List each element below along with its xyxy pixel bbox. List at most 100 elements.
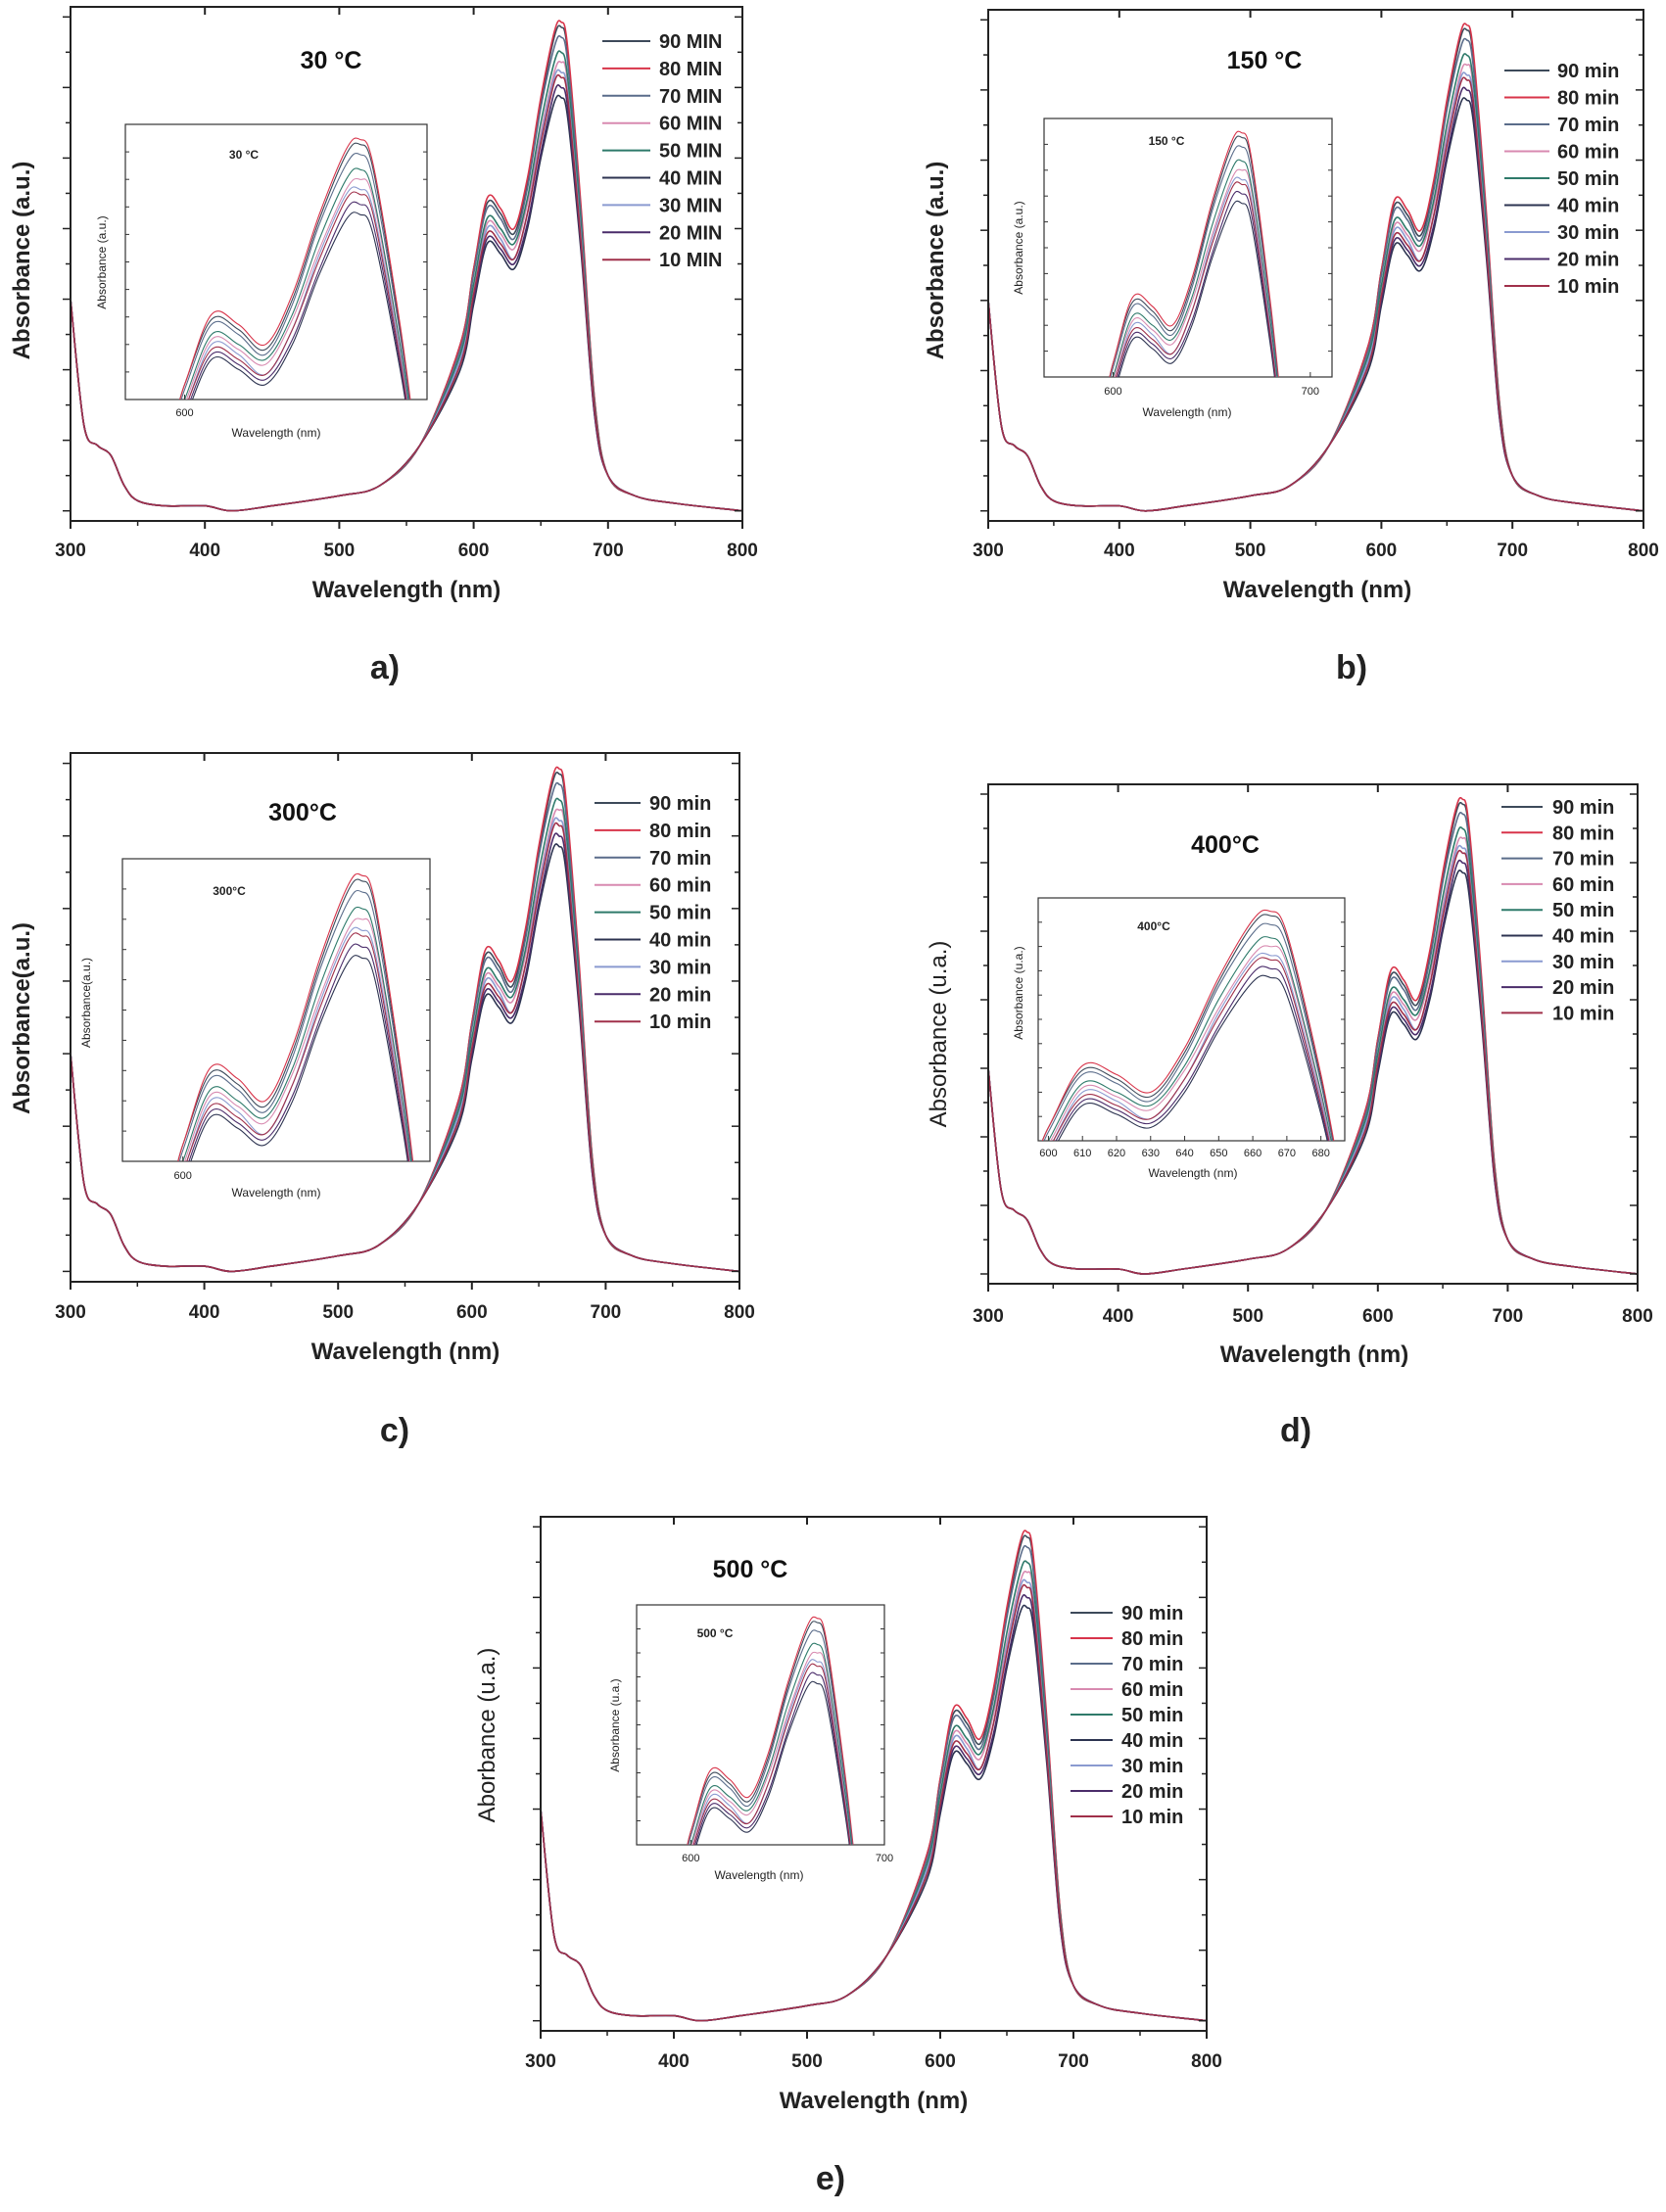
- inset-series-line: [695, 1680, 850, 1845]
- inset-frame: [124, 123, 428, 400]
- panel-label: b): [1336, 649, 1367, 686]
- legend-label: 60 min: [1121, 1679, 1183, 1701]
- x-tick-label: 300: [973, 541, 1004, 561]
- legend-label: 50 min: [1121, 1705, 1183, 1726]
- inset-series-group: [1109, 130, 1279, 377]
- series-line-10-min: [988, 76, 1643, 512]
- x-tick-label: 700: [1497, 541, 1528, 561]
- x-tick-label: 300: [525, 2051, 556, 2072]
- inset-series-line: [186, 932, 410, 1161]
- inset-x-axis-label: Wavelength (nm): [232, 1186, 321, 1200]
- series-group: [71, 766, 739, 1273]
- x-tick-label: 800: [1628, 541, 1659, 561]
- x-tick-label: 700: [1058, 2051, 1089, 2072]
- inset-x-tick-label: 610: [1073, 1148, 1091, 1159]
- inset-title: 300°C: [213, 884, 246, 898]
- panel-label: a): [370, 649, 400, 686]
- panel-label: c): [380, 1412, 409, 1449]
- legend-label: 70 min: [1557, 115, 1619, 136]
- inset-x-tick-label: 600: [1104, 386, 1121, 398]
- inset-series-line: [177, 872, 414, 1161]
- inset-series-line: [191, 212, 406, 400]
- series-line-10-min: [71, 822, 739, 1273]
- x-tick-label: 300: [973, 1306, 1004, 1327]
- legend-label: 90 min: [1557, 61, 1619, 82]
- inset-series-line: [1109, 130, 1279, 377]
- inset-x-tick-label: 640: [1175, 1148, 1193, 1159]
- legend-label: 10 min: [1557, 276, 1619, 298]
- inset-series-line: [692, 1663, 851, 1845]
- chart-title: 30 °C: [301, 47, 362, 74]
- inset-series-line: [1117, 190, 1276, 377]
- x-tick-label: 300: [55, 1302, 86, 1323]
- inset-frame: [1043, 118, 1333, 378]
- legend-label: 20 MIN: [659, 222, 722, 244]
- inset-series-group: [179, 137, 411, 400]
- inset-series-line: [1041, 909, 1335, 1141]
- inset-series-line: [180, 152, 410, 400]
- series-line-10-min: [71, 73, 742, 512]
- inset-series-line: [1115, 181, 1276, 377]
- legend-label: 40 min: [1557, 196, 1619, 217]
- inset-series-group: [687, 1616, 854, 1845]
- x-tick-label: 400: [189, 1302, 220, 1323]
- legend-label: 80 min: [1552, 823, 1614, 844]
- inset-x-tick-label: 600: [682, 1853, 699, 1864]
- legend-label: 50 min: [1552, 900, 1614, 921]
- legend-label: 80 min: [1557, 88, 1619, 110]
- inset-title: 500 °C: [697, 1626, 734, 1640]
- legend-label: 50 min: [649, 903, 711, 924]
- inset-title: 400°C: [1137, 919, 1170, 933]
- inset-series-line: [186, 926, 410, 1161]
- y-axis-label: Absorbance (a.u.): [9, 162, 35, 360]
- inset-series-line: [1057, 974, 1328, 1141]
- inset-x-axis-label: Wavelength (nm): [1149, 1166, 1238, 1180]
- inset-y-axis-label: Absorbance(a.u.): [79, 958, 93, 1048]
- inset-series-line: [190, 201, 406, 400]
- legend-label: 40 min: [1552, 926, 1614, 948]
- legend-label: 20 min: [1557, 250, 1619, 271]
- legend-label: 70 min: [1552, 849, 1614, 871]
- x-tick-label: 600: [456, 1302, 488, 1323]
- legend-label: 50 MIN: [659, 141, 722, 163]
- x-tick-label: 600: [1362, 1306, 1394, 1327]
- y-axis-label: Absorbance (a.u.): [923, 162, 949, 360]
- legend-label: 60 min: [1552, 874, 1614, 896]
- series-group: [988, 23, 1643, 512]
- x-tick-label: 500: [791, 2051, 823, 2072]
- inset-x-tick-label: 700: [876, 1853, 893, 1864]
- legend: 90 MIN 80 MIN 70 MIN 60 MIN 50 MIN 40 MIN 30 M…: [602, 31, 722, 271]
- inset-x-tick-label: 600: [173, 1170, 191, 1182]
- panel-label: e): [816, 2160, 845, 2197]
- legend: 90 min 80 min 70 min 60 min 50 min 40 min 30 m…: [1504, 61, 1619, 298]
- inset-frame: [121, 858, 431, 1162]
- inset-series-line: [687, 1616, 854, 1845]
- inset-x-tick-label: 600: [175, 407, 193, 419]
- inset-series-group: [177, 872, 414, 1161]
- y-axis-label: Aborbance (u.a.): [474, 1648, 500, 1823]
- x-tick-label: 500: [1235, 541, 1266, 561]
- chart-panel-c: 300 400 500 600 700 800 Wavelength (nm) Absorba…: [9, 752, 755, 1449]
- inset-x-tick-label: 620: [1108, 1148, 1125, 1159]
- x-tick-label: 500: [322, 1302, 354, 1323]
- inset-series-line: [183, 167, 409, 400]
- series-group: [71, 20, 742, 512]
- inset-x-tick-label: 700: [1302, 386, 1319, 398]
- inset-series-line: [691, 1651, 852, 1845]
- inset-x-axis-label: Wavelength (nm): [1143, 405, 1232, 419]
- legend-label: 40 MIN: [659, 168, 722, 190]
- inset-series-line: [690, 1642, 853, 1845]
- x-tick-label: 700: [593, 541, 624, 561]
- x-tick-label: 600: [925, 2051, 956, 2072]
- legend-label: 90 min: [1552, 797, 1614, 819]
- legend-label: 80 min: [1121, 1628, 1183, 1650]
- inset-series-line: [1115, 176, 1277, 377]
- inset-series-line: [185, 177, 408, 400]
- legend-label: 30 min: [1121, 1756, 1183, 1777]
- chart-panel-b: 300 400 500 600 700 800 Wavelength (nm) Absorba…: [923, 9, 1659, 686]
- x-tick-label: 700: [1493, 1306, 1524, 1327]
- x-axis-label: Wavelength (nm): [1220, 1341, 1408, 1368]
- x-tick-label: 800: [1191, 2051, 1222, 2072]
- chart-panel-e: 300 400 500 600 700 800 Wavelength (nm) Aborban…: [474, 1516, 1222, 2197]
- x-tick-label: 600: [1366, 541, 1398, 561]
